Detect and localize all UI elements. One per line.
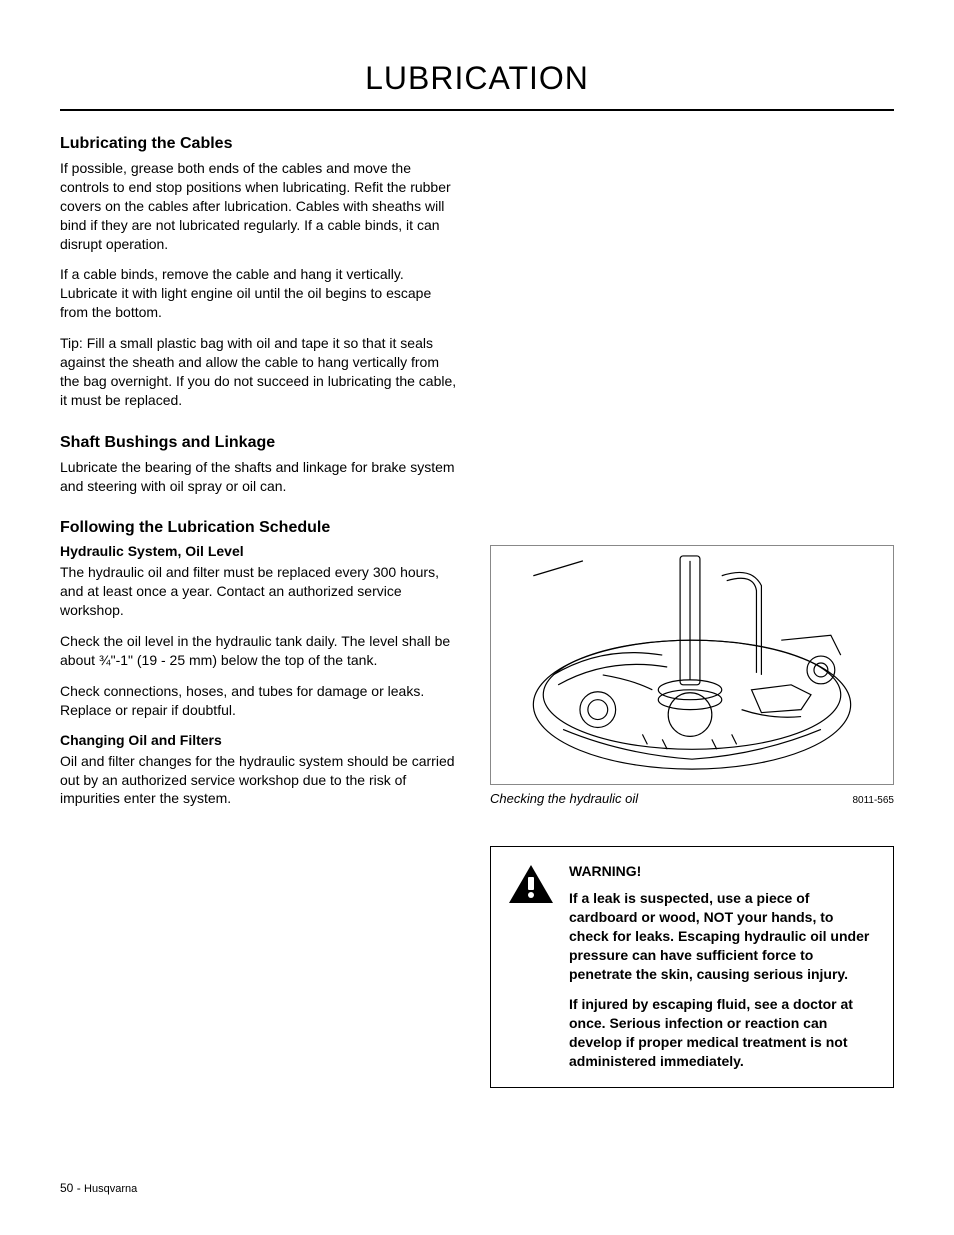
cables-heading: Lubricating the Cables bbox=[60, 135, 460, 153]
changing-p1: Oil and filter changes for the hydraulic… bbox=[60, 752, 460, 809]
page-number: 50 bbox=[60, 1181, 73, 1195]
footer-brand: Husqvarna bbox=[84, 1183, 137, 1195]
warning-p1: If a leak is suspected, use a piece of c… bbox=[569, 889, 877, 983]
figure-id: 8011-565 bbox=[852, 795, 894, 806]
figure-caption-row: Checking the hydraulic oil 8011-565 bbox=[490, 791, 894, 806]
content-columns: Lubricating the Cables If possible, grea… bbox=[60, 135, 894, 1088]
changing-subheading: Changing Oil and Filters bbox=[60, 732, 460, 748]
hydraulic-diagram-svg bbox=[491, 546, 893, 784]
figure-container: Checking the hydraulic oil 8011-565 bbox=[490, 545, 894, 806]
shaft-heading: Shaft Bushings and Linkage bbox=[60, 434, 460, 452]
hydraulic-p1: The hydraulic oil and filter must be rep… bbox=[60, 563, 460, 620]
left-column: Lubricating the Cables If possible, grea… bbox=[60, 135, 460, 1088]
shaft-p1: Lubricate the bearing of the shafts and … bbox=[60, 458, 460, 496]
figure-caption: Checking the hydraulic oil bbox=[490, 791, 638, 806]
cables-p1: If possible, grease both ends of the cab… bbox=[60, 159, 460, 253]
warning-content: WARNING! If a leak is suspected, use a p… bbox=[569, 863, 877, 1071]
cables-p2: If a cable binds, remove the cable and h… bbox=[60, 265, 460, 322]
warning-title: WARNING! bbox=[569, 863, 877, 879]
hydraulic-p2: Check the oil level in the hydraulic tan… bbox=[60, 632, 460, 670]
hydraulic-p3: Check connections, hoses, and tubes for … bbox=[60, 682, 460, 720]
hydraulic-oil-figure bbox=[490, 545, 894, 785]
warning-box: WARNING! If a leak is suspected, use a p… bbox=[490, 846, 894, 1088]
title-divider bbox=[60, 109, 894, 111]
page-title: LUBRICATION bbox=[60, 60, 894, 97]
warning-p2: If injured by escaping fluid, see a doct… bbox=[569, 995, 877, 1071]
hydraulic-subheading: Hydraulic System, Oil Level bbox=[60, 543, 460, 559]
right-column: Checking the hydraulic oil 8011-565 WARN… bbox=[490, 135, 894, 1088]
schedule-heading: Following the Lubrication Schedule bbox=[60, 519, 460, 537]
warning-triangle-icon bbox=[507, 863, 555, 907]
page-footer: 50 - Husqvarna bbox=[60, 1181, 137, 1195]
footer-separator: - bbox=[73, 1181, 84, 1195]
cables-p3: Tip: Fill a small plastic bag with oil a… bbox=[60, 334, 460, 410]
